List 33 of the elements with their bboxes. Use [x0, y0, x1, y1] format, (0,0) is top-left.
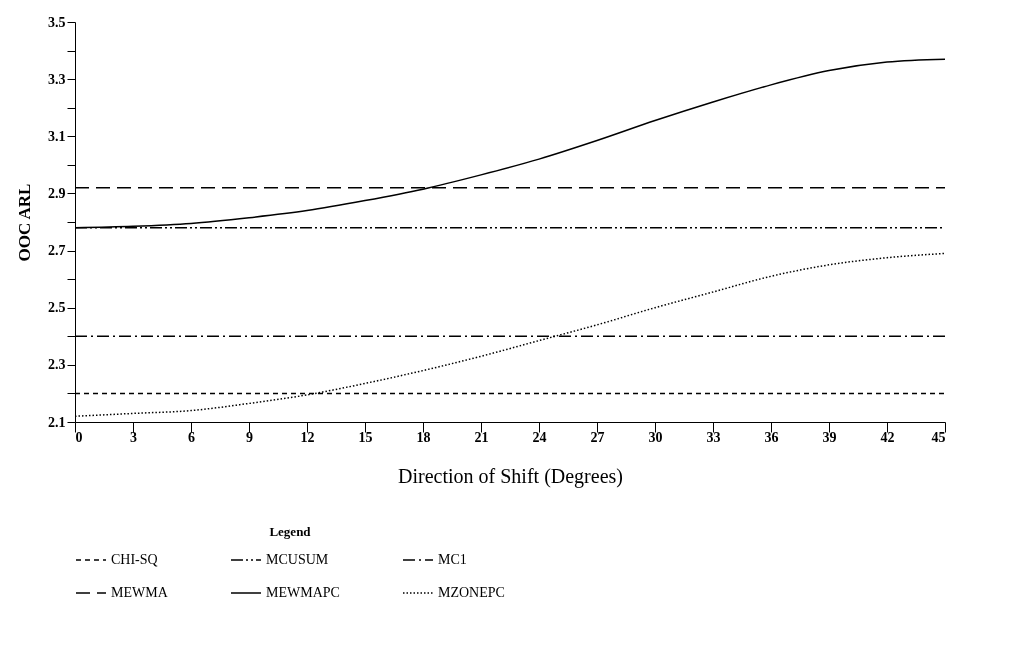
y-tick-label: 2.3 [48, 357, 66, 373]
x-tick-label: 24 [532, 429, 547, 445]
y-tick-label: 2.5 [48, 300, 66, 316]
y-tick-label: 2.9 [48, 185, 66, 201]
x-tick-label: 30 [648, 429, 663, 445]
y-tick-label: 3.3 [48, 71, 66, 87]
legend-label: MEWMAPC [266, 585, 340, 600]
y-tick-label: 3.5 [48, 14, 66, 30]
legend-label: CHI-SQ [111, 552, 158, 567]
legend-label: MCUSUM [266, 552, 329, 567]
y-tick-label: 2.7 [48, 243, 66, 259]
x-tick-label: 18 [416, 429, 431, 445]
x-tick-label: 15 [358, 429, 373, 445]
x-axis-title: Direction of Shift (Degrees) [398, 464, 623, 488]
legend-title: Legend [269, 524, 312, 539]
x-tick-label: 9 [246, 429, 253, 445]
x-tick-label: 21 [474, 429, 489, 445]
x-tick-label: 12 [300, 429, 315, 445]
x-tick-label: 36 [764, 429, 779, 445]
y-tick-label: 2.1 [48, 414, 66, 430]
legend-label: MC1 [438, 552, 467, 567]
x-tick-label: 0 [75, 429, 83, 445]
x-tick-label: 3 [130, 429, 137, 445]
x-tick-label: 45 [931, 429, 946, 445]
legend-label: MZONEPC [438, 585, 505, 600]
y-tick-label: 3.1 [48, 128, 66, 144]
x-tick-label: 39 [822, 429, 837, 445]
legend-label: MEWMA [111, 585, 169, 600]
x-tick-label: 27 [590, 429, 605, 445]
x-tick-label: 42 [880, 429, 895, 445]
y-axis-title: OOC ARL [15, 183, 34, 262]
x-tick-label: 6 [188, 429, 195, 445]
x-tick-label: 33 [706, 429, 721, 445]
